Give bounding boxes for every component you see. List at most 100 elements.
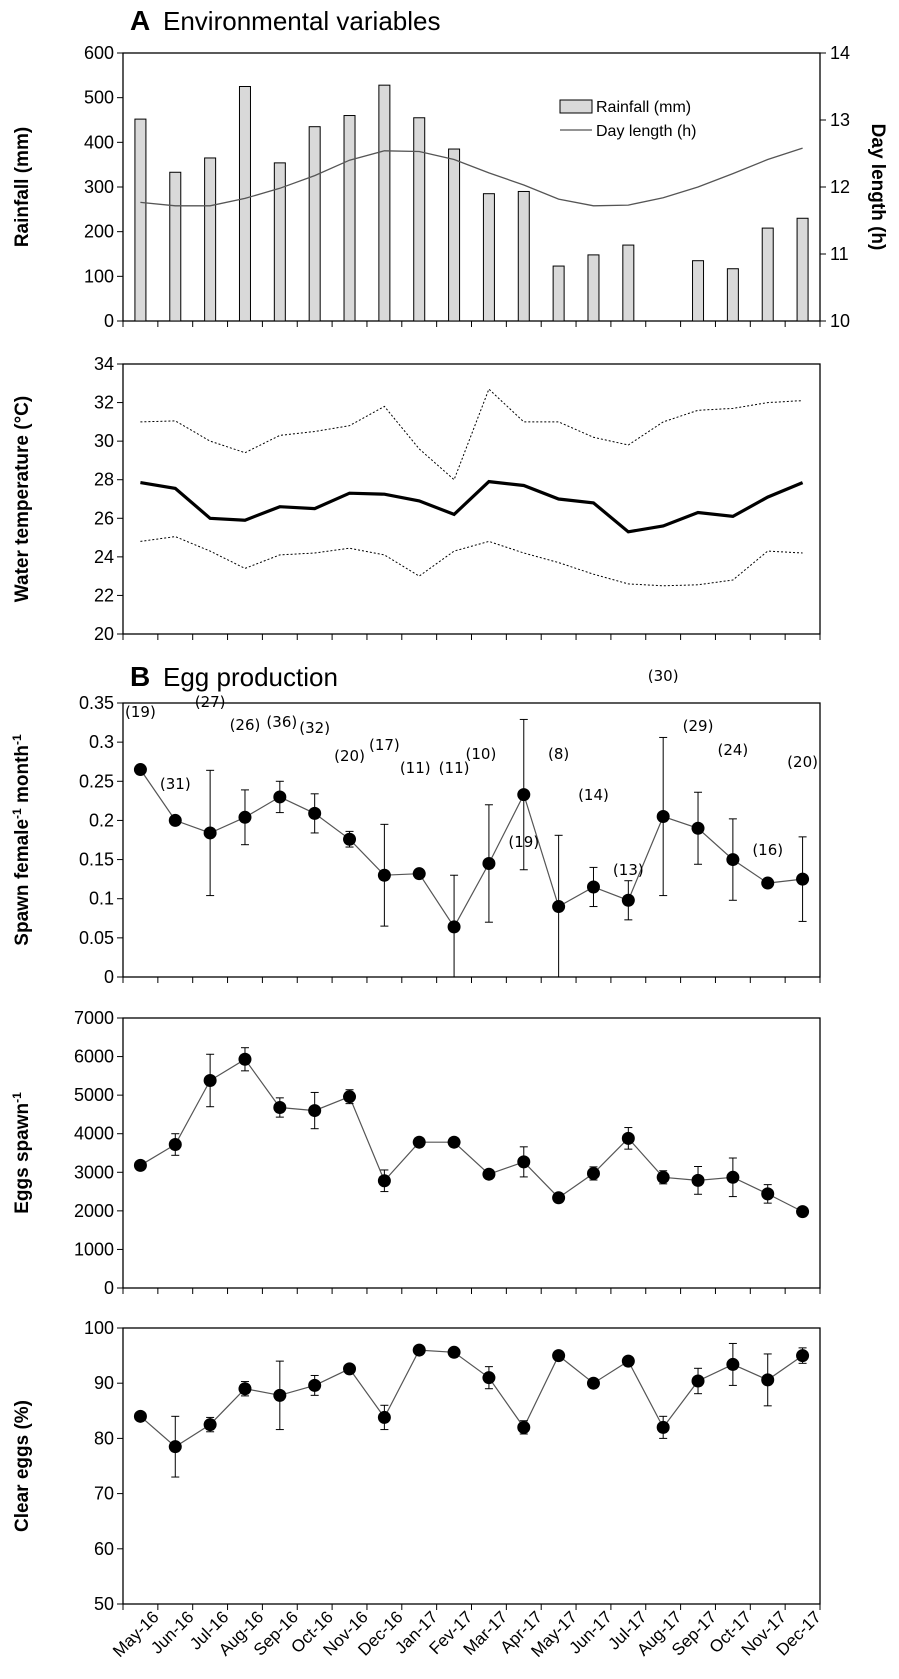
spawn-frequency-chart: 00.050.10.150.20.250.30.35 (19)(31)(27)(…: [10, 667, 821, 987]
data-point: [482, 1167, 496, 1181]
data-point: [552, 1349, 566, 1363]
data-point: [308, 1104, 322, 1118]
y-tick-label: 0: [104, 967, 114, 987]
temperature-min-line: [140, 536, 803, 587]
sample-size-label: (24): [717, 741, 748, 759]
rainfall-bar: [378, 84, 391, 322]
data-point: [168, 1440, 182, 1454]
data-point: [203, 1418, 217, 1432]
data-point: [412, 1343, 426, 1357]
clear-eggs-series: [133, 1342, 810, 1478]
data-point: [552, 900, 566, 914]
y-tick-label: 5000: [74, 1085, 114, 1105]
rainfall-bar: [622, 244, 635, 322]
data-point: [133, 1409, 147, 1423]
rainfall-bar: [482, 193, 495, 322]
data-point: [517, 1420, 531, 1434]
y-axis-title-mid: month: [12, 745, 33, 808]
sample-size-label: (29): [683, 717, 714, 735]
y-axis-title-main: Eggs spawn: [12, 1103, 33, 1214]
x-axis-month-labels: May-16Jun-16Jul-16Aug-16Sep-16Oct-16Nov-…: [109, 1607, 825, 1661]
series-line: [140, 1058, 803, 1213]
data-point: [586, 880, 600, 894]
data-point: [343, 832, 357, 846]
y-tick-label: 20: [94, 624, 114, 644]
y-axis-title: Rainfall (mm): [12, 127, 33, 247]
y2-tick-label: 13: [830, 110, 850, 130]
legend-label-rainfall: Rainfall (mm): [596, 99, 691, 116]
rainfall-bar: [796, 217, 809, 322]
chart-frame: [122, 1327, 821, 1605]
y-tick-label: 0.25: [79, 771, 114, 791]
y-axis-title: Spawn female-1 month-1: [10, 734, 33, 946]
clear-eggs-chart: 50 60 70 80 90 100 Clear eggs (%) May-16Jun-1…: [12, 1318, 825, 1661]
y2-tick-label: 11: [830, 244, 849, 264]
data-point: [656, 1420, 670, 1434]
series-line: [140, 1349, 803, 1448]
y-tick-label: 80: [94, 1428, 114, 1448]
y2-axis-title: Day length (h): [867, 124, 888, 251]
water-temperature-chart: 20 22 24 26 28 30 32 34 Water temperature (°C): [12, 354, 821, 644]
data-point: [377, 1174, 391, 1188]
y-ticks: 0 1000 2000 3000 4000 5000 6000 7000: [74, 1008, 821, 1298]
data-point: [273, 790, 287, 804]
data-point: [621, 1354, 635, 1368]
y-tick-label: 100: [84, 266, 114, 286]
sample-size-label: (19): [125, 703, 156, 721]
y2-tick-label: 10: [830, 311, 850, 331]
data-point: [586, 1376, 600, 1390]
data-point: [586, 1166, 600, 1180]
y-tick-label: 0.35: [79, 693, 114, 713]
rainfall-bar: [413, 117, 426, 322]
data-point: [273, 1100, 287, 1114]
y-axis-title: Eggs spawn-1: [10, 1092, 33, 1214]
y-tick-label: 3000: [74, 1162, 114, 1182]
rainfall-bar: [552, 265, 565, 322]
data-point: [517, 788, 531, 802]
spawn-series: (19)(31)(27)(26) (36) (32)(20)(17)(11) (11)…: [125, 667, 818, 977]
sample-size-label: (17): [369, 736, 400, 754]
y-tick-label: 400: [84, 132, 114, 152]
data-point: [168, 813, 182, 827]
data-point: [796, 872, 810, 886]
chart-frame: [122, 52, 821, 322]
y-tick-label: 200: [84, 222, 114, 242]
data-point: [621, 1131, 635, 1145]
series-line: [139, 769, 803, 929]
y-tick-label: 4000: [74, 1124, 114, 1144]
y-tick-label: 1000: [74, 1239, 114, 1259]
y-ticks: 0 0.05 0.1 0.15 0.2 0.25 0.3 0.35: [79, 693, 821, 987]
sample-size-label: (27): [195, 693, 226, 711]
data-point: [691, 1374, 705, 1388]
y-axis-title-sup2: -1: [10, 734, 24, 745]
y-tick-label: 0.05: [79, 928, 114, 948]
y-axis-title-sup1: -1: [10, 808, 24, 819]
y-tick-label: 7000: [74, 1008, 114, 1028]
sample-size-label: (16): [752, 841, 783, 859]
y-tick-label: 100: [84, 1318, 114, 1338]
temperature-mean-line: [140, 479, 804, 534]
data-point: [168, 1138, 182, 1152]
sample-size-label: (20): [334, 747, 365, 765]
rainfall-bar: [134, 118, 147, 322]
rainfall-bar: [204, 157, 217, 322]
sample-size-label: (32): [299, 719, 330, 737]
eggs-per-spawn-chart: 0 1000 2000 3000 4000 5000 6000 7000 Eggs spawn…: [10, 1008, 821, 1298]
sample-size-label: (30): [648, 667, 679, 685]
panel-a-letter: A: [130, 5, 150, 36]
sample-size-label: (11): [439, 759, 470, 777]
y2-tick-label: 14: [830, 43, 850, 63]
data-point: [343, 1090, 357, 1104]
y2-tick-label: 12: [830, 177, 850, 197]
data-point: [447, 1345, 461, 1359]
data-point: [377, 1410, 391, 1424]
y-tick-label: 90: [94, 1373, 114, 1393]
y-tick-label: 26: [94, 508, 114, 528]
data-point: [482, 1371, 496, 1385]
y-tick-label: 2000: [74, 1201, 114, 1221]
legend: Rainfall (mm) Day length (h): [559, 99, 697, 140]
y-axis-title: Water temperature (°C): [12, 396, 33, 602]
sample-size-label: (31): [160, 775, 191, 793]
y-tick-label: 6000: [74, 1047, 114, 1067]
rainfall-bar: [238, 86, 251, 322]
